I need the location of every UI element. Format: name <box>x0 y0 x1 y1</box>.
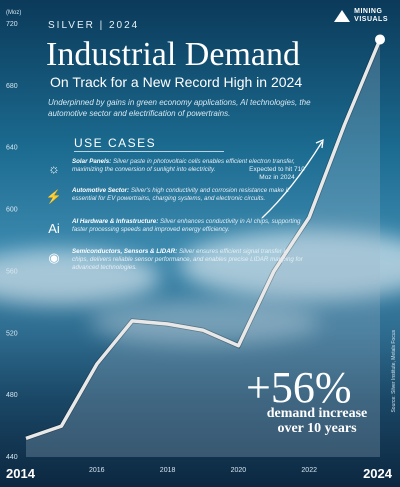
chart-points <box>375 34 385 45</box>
use-case-label: Semiconductors, Sensors & LIDAR: <box>72 248 178 255</box>
page-title: Industrial Demand <box>46 36 300 73</box>
use-case-text: Silver's high conductivity and corrosion… <box>72 187 289 202</box>
y-tick-label: 680 <box>6 83 18 90</box>
forecast-annotation: Expected to hit 710 Moz in 2024 <box>249 166 305 181</box>
growth-caption: demand increase over 10 years <box>266 406 368 436</box>
use-case-text: Silver enhances conductivity in AI chips… <box>72 218 301 233</box>
use-case-text: Silver paste in photovoltaic cells enabl… <box>72 158 295 173</box>
brand-line1: MINING <box>354 8 383 15</box>
x-tick-label: 2018 <box>160 467 176 474</box>
use-cases-divider <box>74 151 224 152</box>
kicker: SILVER | 2024 <box>48 20 140 31</box>
car-charging-icon: ⚡ <box>45 189 63 204</box>
wireless-signal-icon: ◉ <box>48 250 60 265</box>
use-cases-heading: USE CASES <box>74 136 157 150</box>
x-tick-label: 2022 <box>301 467 317 474</box>
growth-percentage: +56% <box>246 363 352 412</box>
source-credit: Source: Silver Institute, Metals Focus <box>391 330 397 413</box>
cloud-decoration <box>0 250 160 305</box>
use-case-item: ◉ Semiconductors, Sensors & LIDAR: Silve… <box>44 248 304 272</box>
description: Underpinned by gains in green economy ap… <box>48 98 311 118</box>
use-case-label: AI Hardware & Infrastructure: <box>72 218 159 225</box>
y-axis-ticks: 440 480 520 560 600 640 680 720 <box>6 21 18 461</box>
cloud-decoration <box>90 300 320 345</box>
trend-arrowhead-icon <box>315 138 324 149</box>
use-case-text: Silver ensures efficient signal transfer… <box>72 248 303 271</box>
use-case-label: Solar Panels: <box>72 158 112 165</box>
y-tick-label: 720 <box>6 21 18 28</box>
x-tick-label: 2020 <box>231 467 247 474</box>
cloud-decoration <box>180 230 400 300</box>
x-axis-ticks: 2016 2018 2020 2022 <box>89 467 317 474</box>
y-tick-label: 560 <box>6 268 18 275</box>
x-axis-start-year: 2014 <box>6 466 35 481</box>
y-tick-label: 520 <box>6 330 18 337</box>
x-tick-label: 2016 <box>89 467 105 474</box>
chart-series-line <box>25 38 382 441</box>
y-tick-label: 480 <box>6 392 18 399</box>
y-axis-unit: (Moz) <box>6 10 22 16</box>
use-case-item: ☼ Solar Panels: Silver paste in photovol… <box>44 158 304 178</box>
page-subtitle: On Track for a New Record High in 2024 <box>50 74 303 90</box>
brand-line2: VISUALS <box>354 16 388 23</box>
y-tick-label: 440 <box>6 454 18 461</box>
use-case-label: Automotive Sector: <box>72 187 130 194</box>
y-tick-label: 600 <box>6 207 18 214</box>
data-point <box>375 34 385 45</box>
trend-arrow-icon <box>261 141 323 219</box>
x-axis-end-year: 2024 <box>363 466 392 481</box>
mountain-icon <box>334 10 351 22</box>
ai-chip-icon: Ai <box>48 220 60 236</box>
use-case-item: ⚡ Automotive Sector: Silver's high condu… <box>44 187 304 207</box>
use-case-item: Ai AI Hardware & Infrastructure: Silver … <box>44 218 304 238</box>
chart-area-fill <box>26 39 380 457</box>
y-tick-label: 640 <box>6 145 18 152</box>
brand-logo: MINING VISUALS <box>334 8 388 24</box>
sun-icon: ☼ <box>48 160 60 176</box>
